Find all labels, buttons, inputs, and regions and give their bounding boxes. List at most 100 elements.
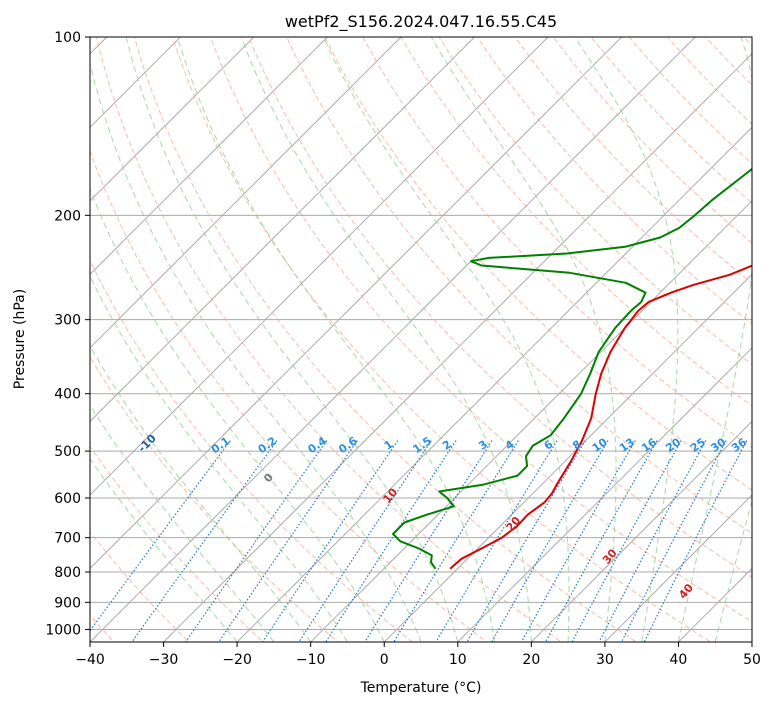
mixing-ratio-label: 25 (688, 436, 708, 455)
moist-adiabat (677, 37, 752, 642)
mixing-ratio-line (490, 440, 609, 642)
temperature-line (449, 264, 752, 570)
y-axis-label: Pressure (hPa) (12, 289, 28, 389)
moist-adiabat (90, 344, 312, 642)
mixing-ratio-label: 10 (590, 435, 610, 455)
isotherm (236, 126, 752, 642)
dry-adiabat (133, 37, 638, 642)
moist-adiabat (574, 37, 679, 642)
y-tick-label: 400 (54, 387, 81, 403)
mixing-ratio-label: 2 (440, 438, 454, 453)
chart-title: wetPf2_S156.2024.047.16.55.C45 (285, 12, 557, 32)
x-tick-label: −40 (75, 652, 105, 668)
mixing-ratio-label: 0.2 (256, 434, 279, 456)
mixing-ratio-line (393, 440, 519, 642)
moist-adiabat (176, 37, 496, 642)
dry-adiabat (324, 37, 752, 491)
dry-adiabat (171, 37, 712, 642)
moist-adiabat-label: 30 (600, 546, 620, 566)
x-tick-label: 50 (743, 652, 761, 668)
isotherm (90, 37, 549, 496)
dry-adiabat (514, 37, 752, 284)
dry-adiabat (552, 37, 752, 244)
mixing-ratio-line (643, 440, 748, 642)
isotherm (383, 273, 752, 642)
dry-adiabat (742, 37, 752, 47)
mixing-ratio-line (466, 440, 586, 642)
y-tick-label: 800 (54, 565, 81, 581)
x-tick-label: −20 (222, 652, 252, 668)
mixing-ratio-label: 36 (729, 435, 749, 455)
x-tick-label: 40 (670, 652, 688, 668)
mixing-ratio-line (131, 440, 278, 642)
mixing-ratio-label: 3 (476, 438, 490, 453)
y-tick-label: 300 (54, 313, 81, 329)
moist-adiabat (90, 187, 385, 642)
dry-adiabat (248, 37, 752, 578)
moist-adiabat (90, 404, 275, 642)
dry-adiabat (286, 37, 752, 534)
dry-adiabat (90, 355, 339, 642)
x-tick-label: 0 (380, 652, 389, 668)
mixing-ratio-label: 30 (708, 435, 728, 455)
x-tick-label: 10 (449, 652, 467, 668)
mixing-ratio-label: 1.5 (411, 434, 434, 456)
mixing-ratio-line (620, 440, 727, 642)
y-tick-label: 100 (54, 30, 81, 46)
mixing-ratio-line (261, 440, 399, 642)
isotherm (90, 37, 255, 202)
isotherm (90, 37, 476, 423)
x-tick-label: −30 (149, 652, 179, 668)
mixing-ratio-label: 0.4 (306, 434, 330, 456)
isotherm (162, 53, 752, 642)
isotherm (530, 420, 752, 642)
isotherm (457, 347, 752, 642)
isotherm (90, 37, 623, 570)
dry-adiabat (210, 37, 752, 623)
isotherm (677, 567, 752, 642)
y-tick-label: 900 (54, 595, 81, 611)
moist-adiabat (430, 37, 617, 642)
mixing-ratio-line (544, 440, 658, 642)
mixing-ratio-line (364, 440, 493, 642)
moist-adiabat (90, 61, 422, 642)
moist-adiabat-label: 10 (380, 485, 400, 505)
dry-adiabat (90, 445, 265, 642)
moist-adiabat-label: 20 (504, 514, 524, 534)
isotherm (90, 37, 182, 129)
mixing-ratio-label: 20 (663, 435, 683, 455)
isotherm (604, 494, 752, 642)
mixing-ratio-line (298, 440, 432, 642)
mixing-ratio-line (90, 440, 231, 632)
mixing-ratio-label: 0.6 (336, 434, 360, 456)
dry-adiabat (628, 37, 752, 165)
dry-adiabat (590, 37, 752, 204)
moist-adiabat (322, 37, 570, 642)
isotherm (90, 37, 329, 276)
moist-adiabat (90, 457, 238, 642)
y-tick-label: 600 (54, 491, 81, 507)
dry-adiabat (704, 37, 752, 86)
mixing-ratio-label: 16 (639, 435, 659, 455)
y-tick-label: 700 (54, 531, 81, 547)
x-axis: −40 −30 −20 −10 0 10 20 30 40 50 (75, 642, 761, 668)
mixing-ratio-line (435, 440, 558, 642)
dry-adiabat (95, 37, 563, 642)
x-tick-label: 30 (596, 652, 614, 668)
moist-adiabat (751, 640, 752, 642)
moist-adiabat (125, 37, 459, 642)
plot-frame (89, 36, 753, 643)
dewpoint-line (392, 167, 752, 570)
isotherm (771, 0, 775, 697)
x-tick-label: 20 (522, 652, 540, 668)
x-tick-label: −10 (296, 652, 326, 668)
moist-adiabat (90, 275, 348, 642)
y-tick-label: 500 (54, 444, 81, 460)
isotherm (309, 200, 752, 642)
moist-adiabat (714, 499, 752, 642)
y-tick-label: 200 (54, 208, 81, 224)
dry-adiabat (764, 0, 775, 697)
